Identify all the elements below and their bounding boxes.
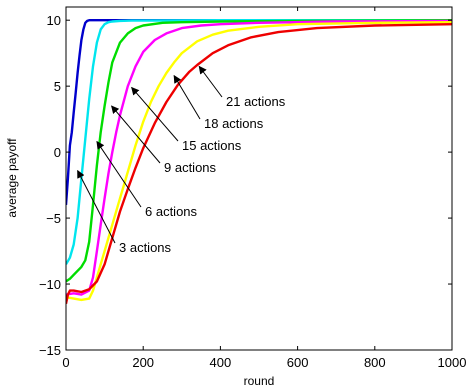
x-tick-label: 800: [364, 355, 386, 370]
x-tick-label: 600: [287, 355, 309, 370]
annotation-label: 21 actions: [226, 94, 286, 109]
x-axis: 0 200 400 600 800 1000: [62, 7, 466, 370]
annotation-label: 3 actions: [119, 240, 172, 255]
annotation-arrow: [111, 105, 161, 164]
series-layer: [66, 19, 452, 305]
y-axis: −15 −10 −5 0 5 10: [39, 13, 452, 358]
annotation-arrow: [77, 169, 116, 244]
series-line: [66, 19, 452, 283]
annotation-arrow: [198, 65, 223, 98]
series-line: [66, 21, 452, 302]
annotation-label: 18 actions: [204, 116, 264, 131]
annotation-arrow: [173, 74, 201, 120]
y-tick-label: 10: [47, 13, 61, 28]
y-tick-label: 0: [54, 145, 61, 160]
plot-frame: [65, 6, 453, 351]
annotation-arrow: [131, 86, 179, 142]
x-tick-label: 0: [62, 355, 69, 370]
series-line: [66, 19, 452, 205]
x-tick-label: 400: [210, 355, 232, 370]
y-tick-label: 5: [54, 79, 61, 94]
x-tick-label: 200: [132, 355, 154, 370]
y-tick-label: −5: [46, 211, 61, 226]
series-line: [66, 23, 452, 305]
y-tick-label: −15: [39, 343, 61, 358]
annotations: 21 actions 18 actions 15 actions 9 actions 6…: [77, 65, 286, 255]
x-axis-title: round: [244, 374, 275, 388]
x-tick-label: 1000: [438, 355, 467, 370]
y-axis-title: average payoff: [5, 138, 19, 218]
annotation-arrow: [96, 140, 142, 208]
series-line: [66, 19, 452, 265]
annotation-label: 9 actions: [164, 160, 217, 175]
annotation-label: 15 actions: [182, 138, 242, 153]
y-tick-label: −10: [39, 277, 61, 292]
annotation-label: 6 actions: [145, 204, 198, 219]
